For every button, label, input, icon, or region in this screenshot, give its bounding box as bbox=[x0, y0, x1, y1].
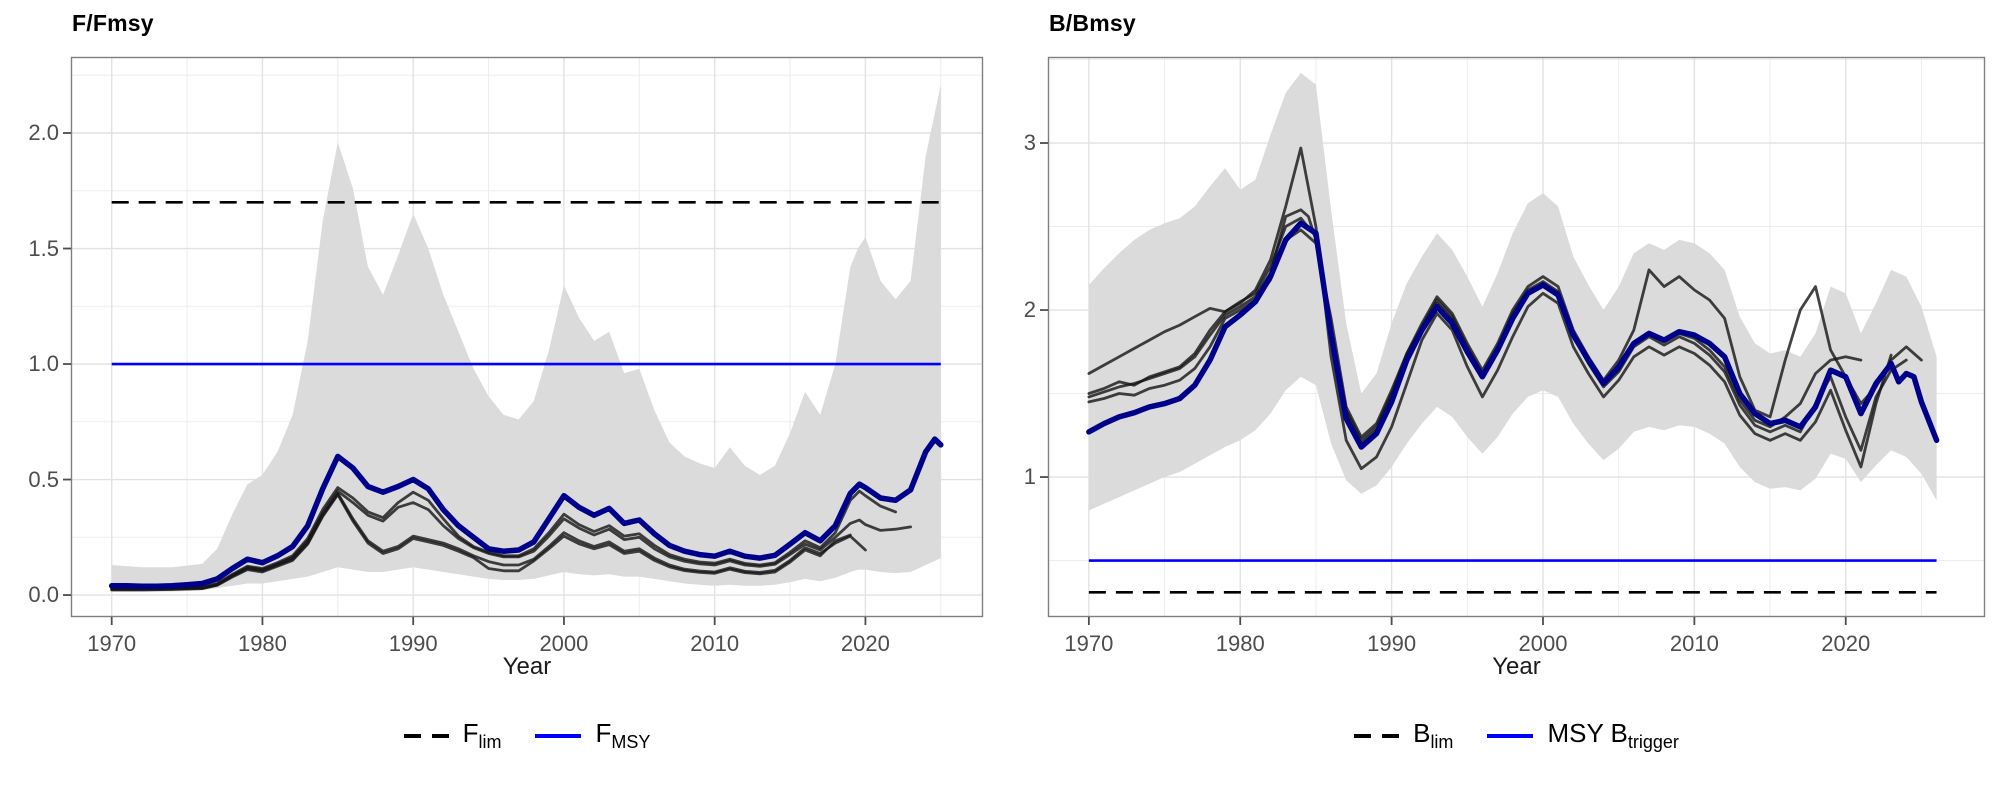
legend-label-blim: Blim bbox=[1413, 718, 1454, 753]
x-axis-title-left: Year bbox=[502, 653, 552, 680]
solid-line-swatch bbox=[1487, 734, 1534, 738]
dashed-line-swatch bbox=[403, 734, 449, 738]
solid-line-swatch bbox=[535, 734, 582, 738]
legend-left: Flim FMSY bbox=[71, 705, 983, 767]
legend-item-msy-btrigger: MSY Btrigger bbox=[1487, 718, 1679, 753]
confidence-ribbon bbox=[1088, 72, 1937, 511]
y-tick-label: 0.5 bbox=[28, 466, 59, 492]
x-tick-label: 1990 bbox=[1367, 631, 1417, 656]
y-tick-label: 2 bbox=[1023, 297, 1036, 323]
legend-right: Blim MSY Btrigger bbox=[1048, 705, 1985, 767]
x-tick-label: 1990 bbox=[388, 631, 438, 656]
legend-item-blim: Blim bbox=[1354, 718, 1453, 753]
legend-label-fmsy: FMSY bbox=[595, 718, 651, 753]
y-tick-label: 0.0 bbox=[28, 582, 59, 608]
x-tick-label: 2010 bbox=[1669, 631, 1719, 656]
x-tick-label: 1970 bbox=[1064, 631, 1114, 656]
x-tick-label: 1980 bbox=[1215, 631, 1265, 656]
x-tick-label: 2020 bbox=[1821, 631, 1871, 656]
legend-item-fmsy: FMSY bbox=[535, 718, 650, 753]
x-axis-title-right: Year bbox=[1492, 653, 1541, 680]
x-tick-label: 1970 bbox=[87, 631, 137, 656]
assessment-run-line bbox=[1087, 146, 1893, 471]
y-tick-label: 1 bbox=[1023, 464, 1036, 490]
y-tick-label: 1.0 bbox=[28, 351, 59, 377]
median-line bbox=[108, 436, 944, 590]
dashed-line-swatch bbox=[1354, 734, 1400, 738]
y-tick-label: 3 bbox=[1023, 130, 1036, 155]
y-tick-label: 1.5 bbox=[28, 235, 59, 261]
legend-item-flim: Flim bbox=[403, 718, 502, 753]
ffmsy-panel-title: F/Fmsy bbox=[72, 10, 154, 36]
y-tick-label: 2.0 bbox=[28, 120, 59, 145]
legend-label-flim: Flim bbox=[462, 718, 502, 753]
legend-label-msy-btrigger: MSY Btrigger bbox=[1547, 718, 1679, 753]
ffmsy-plot bbox=[63, 56, 984, 625]
assessment-run-line bbox=[110, 493, 852, 592]
x-tick-label: 2000 bbox=[539, 631, 589, 656]
x-tick-label: 2010 bbox=[690, 631, 740, 656]
bbmsy-plot bbox=[1040, 56, 1986, 625]
bbmsy-panel-title: B/Bmsy bbox=[1049, 10, 1136, 36]
x-tick-label: 2000 bbox=[1518, 631, 1568, 656]
x-tick-label: 1980 bbox=[237, 631, 287, 656]
confidence-ribbon bbox=[111, 84, 941, 592]
assessment-run-line bbox=[1087, 208, 1923, 442]
median-line bbox=[1086, 220, 1940, 450]
x-tick-label: 2020 bbox=[840, 631, 890, 656]
